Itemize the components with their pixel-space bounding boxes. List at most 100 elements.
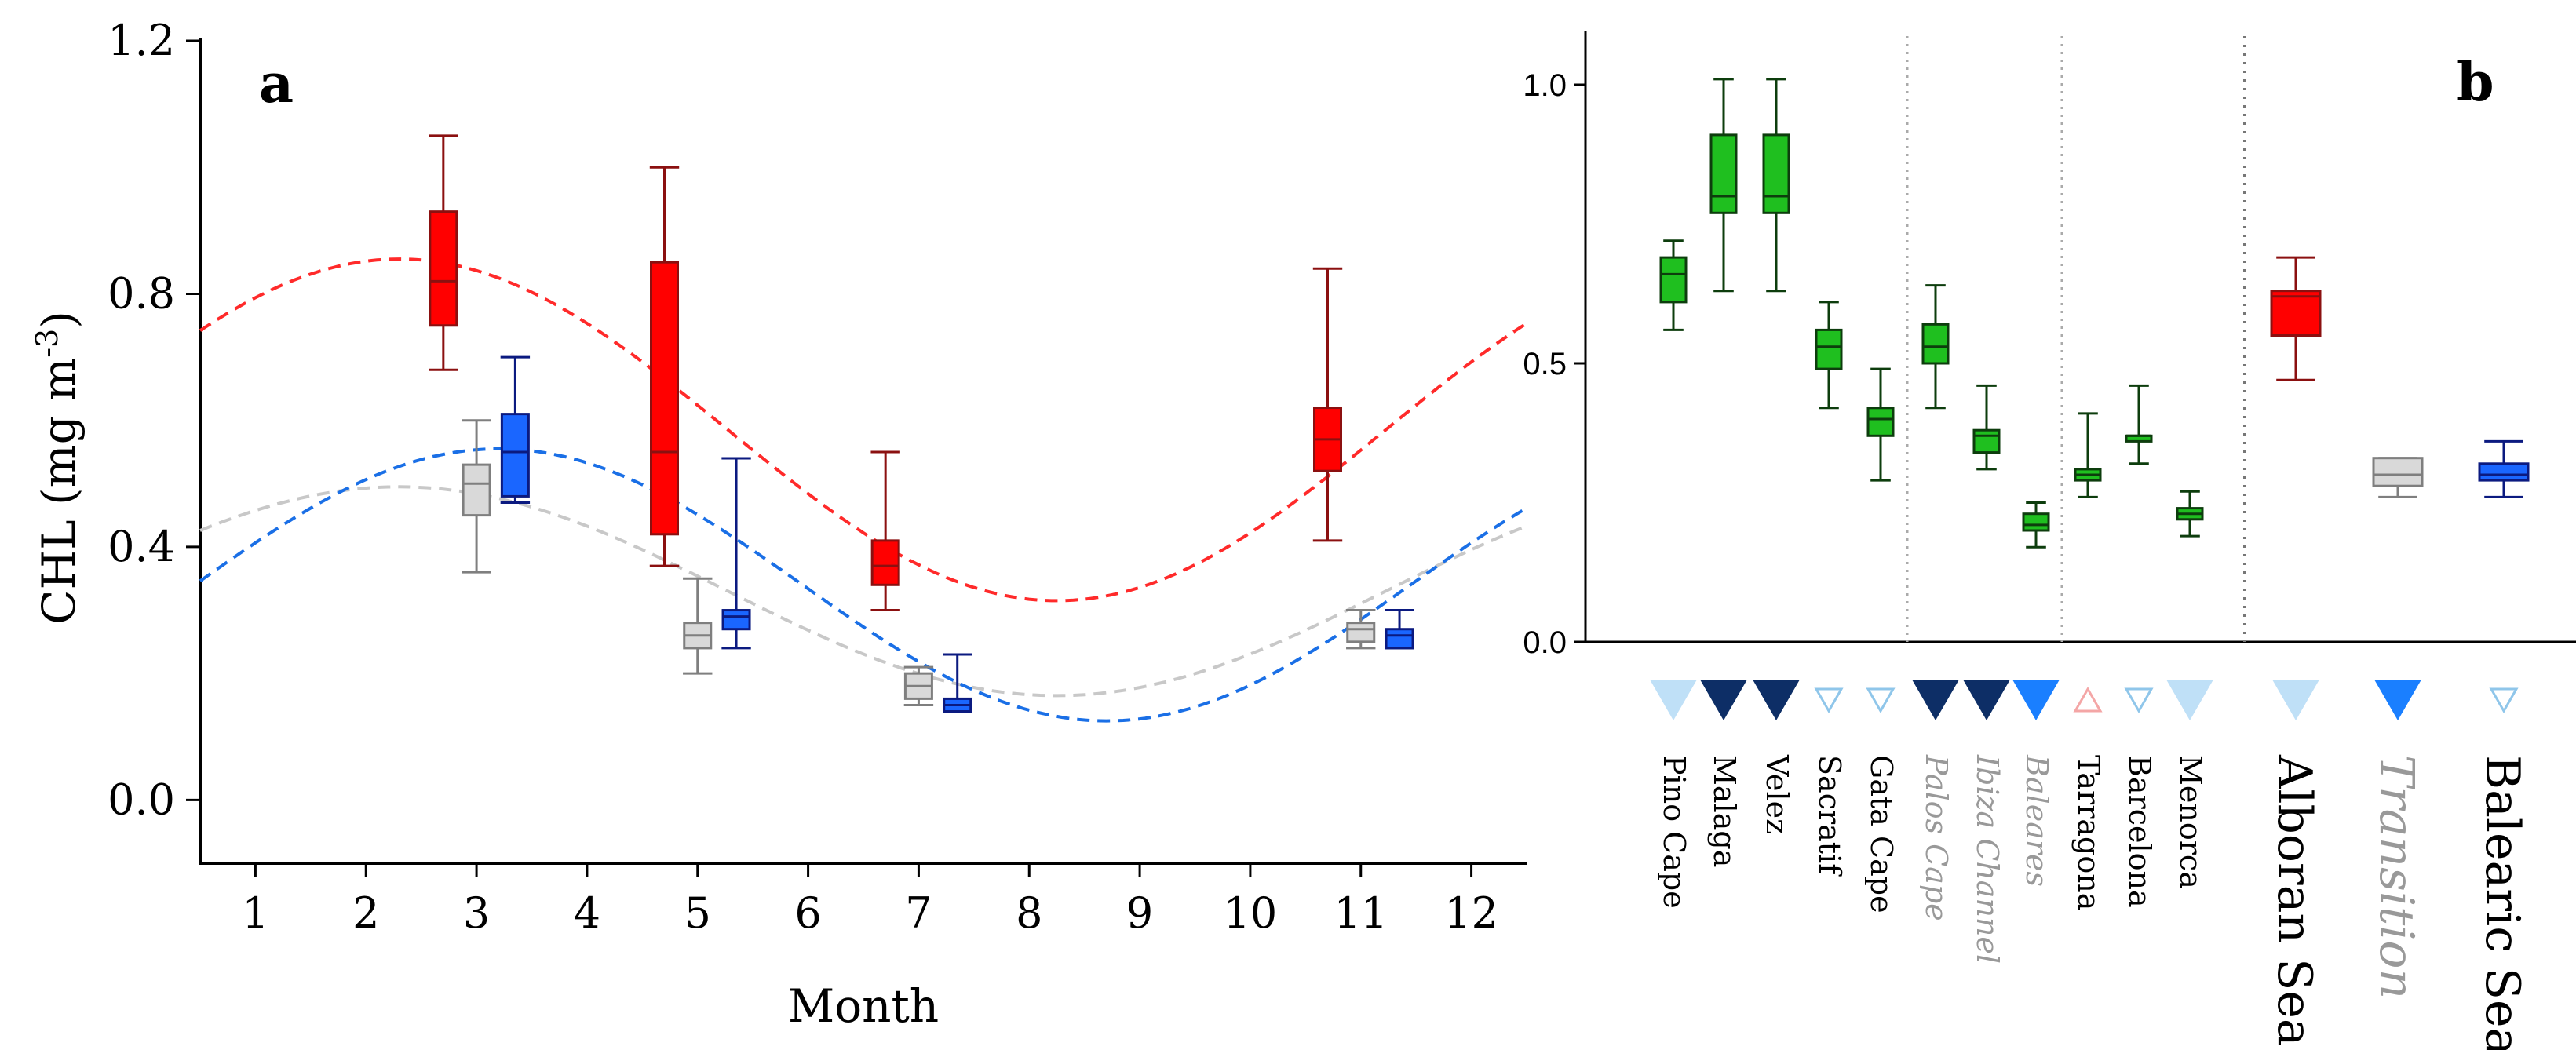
b-box-transition [2372, 457, 2424, 498]
panel-b: 0.0 0.5 1.0 b Pino Cape Malaga Velez Sacratif Ga… [1523, 31, 2576, 1050]
a-box [903, 665, 934, 706]
a-x-tick-label: 5 [684, 888, 711, 938]
a-curve-transition [199, 485, 1527, 698]
b-box-pino-cape [1659, 239, 1688, 331]
a-x-tick-label: 1 [242, 888, 268, 938]
b-box-body [2022, 512, 2050, 532]
a-box [1346, 609, 1376, 650]
a-box-body [462, 463, 491, 517]
a-box [870, 450, 900, 612]
b-box-body [1762, 133, 1790, 214]
b-trend-marker-icon [2012, 680, 2060, 720]
b-box-velez [1762, 78, 1790, 293]
b-box-barcelona [2125, 384, 2153, 465]
b-box-body [1866, 407, 1895, 437]
b-category-label: Barcelona [2122, 755, 2157, 908]
b-box-malaga [1709, 78, 1738, 293]
b-category-label: Velez [1760, 754, 1794, 834]
b-trend-marker-icon [1814, 687, 1844, 714]
a-y-tick-label: 1.2 [108, 16, 175, 65]
b-trend-marker-icon [2272, 680, 2319, 720]
b-box-body [1921, 323, 1950, 365]
b-box-baleares [2022, 501, 2050, 549]
a-x-tick-label: 4 [574, 888, 600, 938]
b-category-label: Palos Cape [1919, 754, 1954, 921]
b-trend-marker-icon [1753, 680, 1800, 720]
b-box-balearic-sea [2478, 439, 2530, 498]
b-box-alboran-sea [2270, 256, 2322, 381]
b-category-label: Menorca [2173, 755, 2208, 889]
b-trend-marker-icon [1963, 680, 2010, 720]
b-box-tarragona [2074, 412, 2102, 498]
a-curve-balearic-sea [199, 447, 1528, 723]
a-box [500, 355, 531, 504]
b-box-body [1709, 133, 1738, 214]
a-x-tick-label: 3 [463, 888, 490, 938]
a-x-tick-label: 11 [1334, 888, 1388, 938]
b-box-body [1659, 256, 1688, 304]
a-box-body [870, 539, 900, 586]
a-x-label: Month [788, 979, 939, 1033]
b-trend-marker-icon [2374, 680, 2421, 720]
a-x-tick-label: 2 [352, 888, 379, 938]
a-box-body [1346, 622, 1376, 643]
a-box [721, 457, 751, 650]
a-x-tick-label: 10 [1224, 888, 1278, 938]
b-box-body [2478, 462, 2530, 482]
b-box-menorca [2176, 490, 2204, 538]
b-box-palos-cape [1921, 284, 1950, 410]
b-category-label: Sacratif [1812, 755, 1847, 877]
b-trend-marker-icon [1912, 680, 1959, 720]
b-panel-label: b [2457, 51, 2494, 114]
b-trend-marker-icon [2166, 680, 2213, 720]
b-category-label: Balearic Sea [2475, 755, 2530, 1050]
b-y-tick-label: 0.0 [1523, 625, 1567, 660]
b-box-gata-cape [1866, 367, 1895, 482]
b-box-body [1972, 428, 2001, 454]
a-x-tick-label: 6 [794, 888, 821, 938]
a-box-body [650, 261, 679, 536]
a-y-tick-label: 0.4 [108, 522, 175, 571]
b-box-body [2372, 457, 2424, 487]
a-curve-alboran-sea [199, 257, 1528, 603]
a-y-label: CHL (mg m-3) [30, 311, 86, 625]
a-box [462, 419, 491, 574]
a-x-tick-label: 9 [1126, 888, 1153, 938]
b-category-label: Alboran Sea [2267, 754, 2322, 1047]
a-box-body [429, 210, 458, 327]
b-trend-marker-icon [1866, 687, 1896, 714]
b-trend-marker-icon [2124, 687, 2154, 714]
b-category-label: Baleares [2020, 754, 2054, 887]
b-category-label: Gata Cape [1864, 755, 1899, 913]
a-box [429, 134, 458, 371]
b-category-label: Ibiza Channel [1970, 754, 2005, 964]
b-box-sacratif [1815, 301, 1843, 410]
b-category-label: Transition [2369, 755, 2424, 999]
b-trend-marker-icon [1700, 680, 1747, 720]
a-box [683, 577, 713, 675]
b-trend-marker-icon [1650, 680, 1697, 720]
b-box-body [2270, 290, 2322, 337]
a-y-tick-label: 0.0 [108, 775, 175, 824]
b-category-label: Pino Cape [1657, 755, 1691, 909]
b-trend-marker-icon [2073, 686, 2103, 713]
b-box-ibiza-channel [1972, 384, 2001, 471]
b-box-body [1815, 328, 1843, 370]
b-trend-marker-icon [2489, 687, 2519, 714]
a-box [1312, 267, 1343, 542]
a-x-tick-label: 7 [905, 888, 932, 938]
a-box-body [500, 413, 530, 498]
a-panel-label: a [259, 53, 294, 115]
a-y-tick-label: 0.8 [108, 268, 175, 318]
b-category-label: Tarragona [2071, 755, 2106, 910]
a-box [1385, 609, 1414, 650]
a-box-body [1385, 628, 1414, 650]
a-x-tick-label: 12 [1444, 888, 1498, 938]
b-y-tick-label: 0.5 [1523, 347, 1567, 381]
a-box [943, 653, 972, 713]
a-box [649, 166, 680, 567]
a-box-body [721, 609, 751, 631]
b-y-tick-label: 1.0 [1523, 68, 1567, 103]
